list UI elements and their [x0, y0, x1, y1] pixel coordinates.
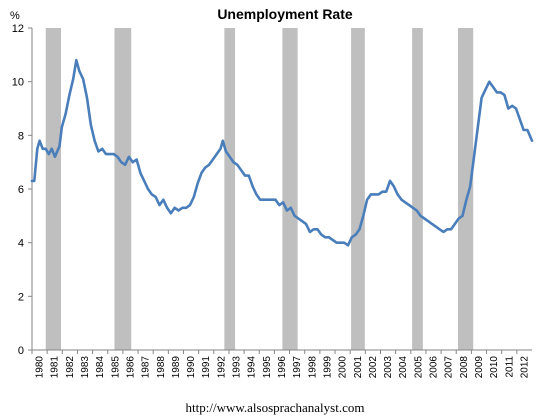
footer-url: http://www.alsosprachanalyst.com: [186, 400, 365, 415]
y-tick-label: 6: [18, 184, 24, 196]
x-tick-label: 1985: [110, 356, 121, 379]
y-tick-label: 2: [18, 291, 24, 303]
y-tick-label: 12: [12, 23, 24, 35]
y-tick-label: 8: [18, 130, 24, 142]
x-tick-label: 2000: [338, 356, 349, 379]
x-tick-label: 2005: [413, 356, 424, 379]
x-tick-label: 1989: [171, 356, 182, 379]
x-tick-label: 1983: [80, 356, 91, 379]
x-tick-label: 1998: [307, 356, 318, 379]
x-tick-label: 1992: [216, 356, 227, 379]
recession-shading: [45, 28, 474, 350]
x-tick-label: 1984: [95, 356, 106, 379]
recession-band: [114, 28, 132, 350]
x-tick-label: 2012: [519, 356, 530, 379]
recession-band: [224, 28, 236, 350]
x-tick-label: 1993: [232, 356, 243, 379]
x-tick-label: 2008: [459, 356, 470, 379]
x-tick-label: 1982: [65, 356, 76, 379]
y-tick-labels: 0 2 4 6 8 10 12: [12, 23, 32, 357]
x-tick-label: 2004: [398, 356, 409, 379]
y-axis-unit: %: [10, 10, 20, 22]
x-tick-label: 1980: [35, 356, 46, 379]
x-tick-label: 2007: [444, 356, 455, 379]
recession-band: [282, 28, 298, 350]
x-tick-label: 2009: [474, 356, 485, 379]
recession-band: [457, 28, 474, 350]
axes: [31, 28, 532, 351]
x-tick-label: 1994: [247, 356, 258, 379]
recession-band: [351, 28, 365, 350]
chart-title: Unemployment Rate: [217, 6, 353, 22]
x-tick-label: 2002: [368, 356, 379, 379]
x-tick-label: 1995: [262, 356, 273, 379]
x-tick-label: 2003: [383, 356, 394, 379]
x-tick-label: 2006: [429, 356, 440, 379]
x-tick-label: 1991: [201, 356, 212, 379]
x-tick-label: 2011: [504, 356, 515, 378]
series-line: [30, 58, 534, 247]
x-tick-label: 1986: [125, 356, 136, 379]
recession-band: [412, 28, 423, 350]
x-tick-label: 1997: [292, 356, 303, 379]
x-tick-label: 1990: [186, 356, 197, 379]
y-tick-label: 4: [18, 238, 24, 250]
x-tick-label: 1999: [322, 356, 333, 379]
x-tick-label: 1981: [50, 356, 61, 379]
recession-band: [45, 28, 62, 350]
x-tick-labels: 1980 1981 1982 1983 1984 1985 1986 1987 1988 1989…: [31, 350, 530, 379]
x-tick-label: 1996: [277, 356, 288, 379]
x-tick-label: 1987: [141, 356, 152, 379]
x-tick-label: 2001: [353, 356, 364, 379]
x-tick-label: 1988: [156, 356, 167, 379]
y-tick-label: 10: [12, 77, 24, 89]
y-tick-label: 0: [18, 345, 24, 357]
x-tick-label: 2010: [489, 356, 500, 379]
series-layer: [30, 58, 534, 247]
